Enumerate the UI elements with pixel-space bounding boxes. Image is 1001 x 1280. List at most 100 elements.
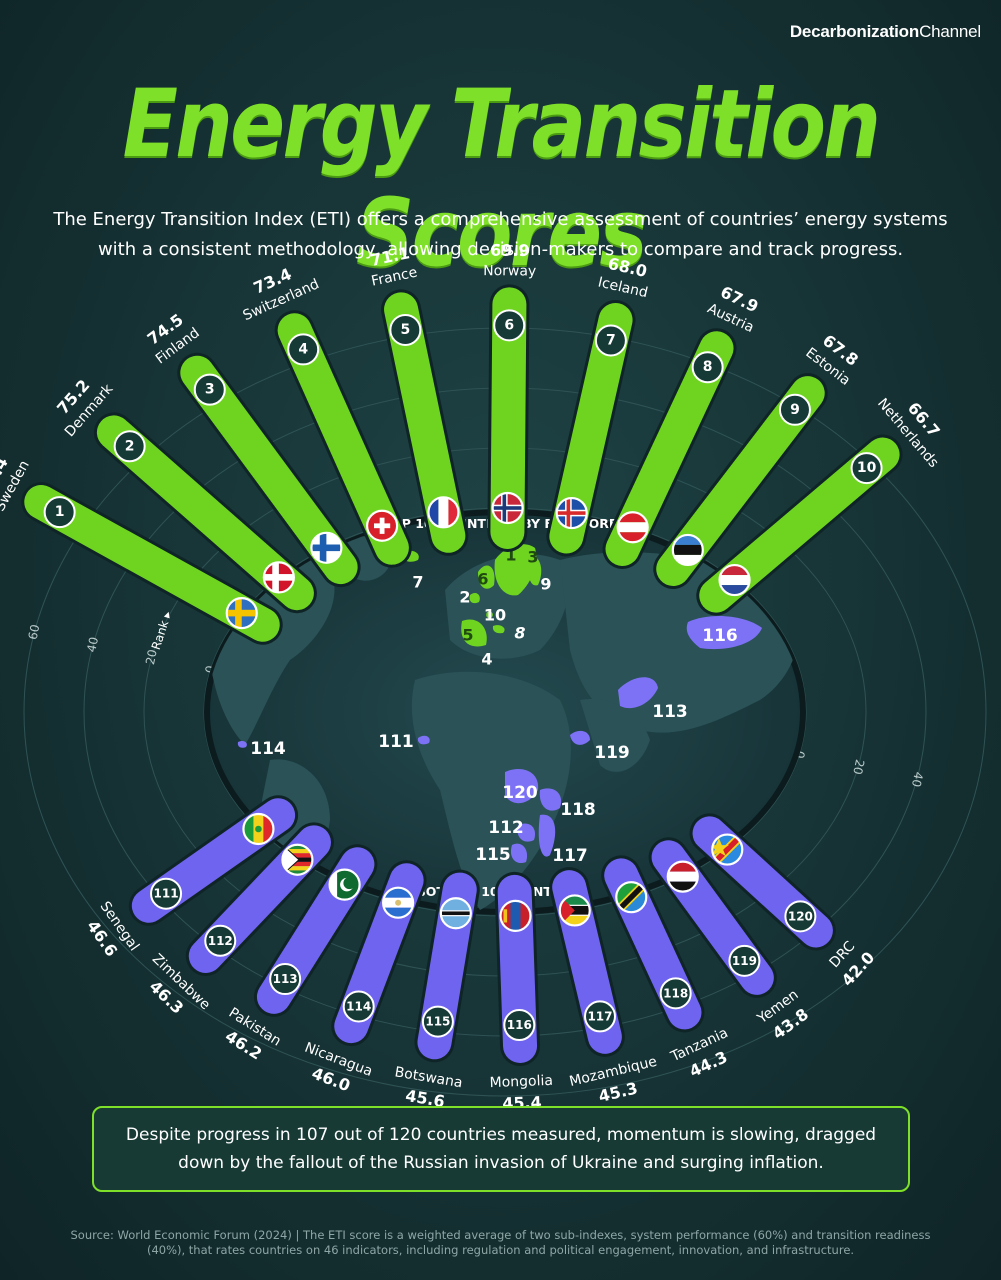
rank-label: 117 (587, 1009, 612, 1023)
zimbabwe-flag-icon (282, 844, 313, 875)
rank-label: 1 (55, 504, 65, 520)
estonia-flag-icon (672, 534, 703, 565)
rank-label: 6 (504, 317, 514, 333)
axis-tick-label: 40 (909, 771, 926, 789)
map-label: 114 (250, 739, 286, 759)
map-rank-labels: 1 2 3 45 6 7 8 9 10 111 112 113 114 115 116 117 118 119 12… (250, 546, 738, 867)
score-label: 69.9 (490, 241, 530, 260)
rank-badge (43, 496, 76, 529)
bar-norway: 6 Norway 69.9 (483, 241, 536, 553)
rank-badge (493, 309, 526, 342)
rank-label: 9 (790, 402, 800, 418)
top10-map-regions (401, 544, 542, 647)
country-label: Norway (483, 263, 536, 279)
rank-text: Rank ▸ (149, 609, 175, 651)
map-label: 119 (594, 743, 630, 763)
yemen-flag-icon (667, 861, 698, 892)
rank-label: 119 (732, 954, 757, 968)
map-label: 120 (502, 783, 538, 803)
map-label: 6 (477, 570, 488, 589)
axis-ticks: 0 20 40 60 0 20 40 (26, 623, 926, 788)
axis-tick-label: 20 (850, 758, 867, 776)
rank-label: 3 (205, 382, 215, 398)
rank-badge (113, 430, 146, 463)
rank-label: 2 (125, 438, 135, 454)
axis-tick-label: 60 (26, 623, 43, 641)
rank-label: 4 (298, 341, 308, 357)
rank-label: 112 (208, 934, 233, 948)
map-label: 116 (702, 626, 738, 646)
page-subtitle: The Energy Transition Index (ETI) offers… (53, 209, 948, 260)
map-label: 112 (488, 818, 524, 838)
rank-label: 115 (425, 1015, 450, 1029)
rank-axis-label: Rank ▸ (149, 609, 175, 651)
score-label: 45.3 (597, 1078, 640, 1106)
rank-badge (287, 333, 320, 366)
rank-badge (728, 944, 761, 977)
axis-tick-label: 0 (792, 749, 807, 759)
senegal-flag-icon (243, 814, 274, 845)
map-label: 113 (652, 702, 688, 722)
mozambique-flag-icon (559, 895, 590, 926)
rank-badge (342, 990, 375, 1023)
netherlands-flag-icon (719, 565, 750, 596)
rank-badge (204, 924, 237, 957)
rank-badge (778, 393, 811, 426)
rank-badge (193, 373, 226, 406)
rank-badge (784, 900, 817, 933)
bar-mark (96, 415, 314, 611)
axis-tick-label: 20 (143, 648, 160, 666)
map-label: 1 (505, 546, 516, 565)
rank-badge (150, 877, 183, 910)
map-label: 9 (540, 575, 551, 594)
bar-mark (24, 484, 280, 642)
rank-badge (503, 1009, 536, 1042)
rank-label: 10 (857, 460, 877, 476)
rank-badge (269, 963, 302, 996)
map-label: 118 (560, 800, 596, 820)
map-label: 2 (459, 588, 470, 607)
rank-badge (691, 351, 724, 384)
rank-label: 7 (606, 332, 616, 348)
note-text: Despite progress in 107 out of 120 count… (125, 1125, 877, 1173)
rank-badge (583, 1000, 616, 1033)
note-box: Despite progress in 107 out of 120 count… (92, 1106, 910, 1192)
map-label: 117 (552, 846, 588, 866)
rank-badge (594, 324, 627, 357)
rank-label: 8 (703, 359, 713, 375)
map-label: 111 (378, 732, 414, 752)
rank-label: 120 (788, 909, 813, 923)
bar-mark (180, 355, 358, 585)
rank-label: 118 (663, 986, 688, 1000)
rank-badge (850, 452, 883, 485)
brand-logo: DecarbonizationChannel (789, 22, 981, 41)
rank-badge (659, 977, 692, 1010)
map-label: 115 (475, 845, 511, 865)
page-title: Energy Transition Scores (122, 70, 881, 288)
axis-tick-label: 0 (202, 664, 217, 674)
austria-flag-icon (617, 512, 648, 543)
bottom10-map-regions (237, 616, 762, 864)
map-label: 3 (527, 548, 538, 567)
rank-label: 114 (346, 999, 371, 1013)
axis-tick-label: 40 (84, 636, 101, 654)
country-label: Mongolia (489, 1073, 553, 1091)
rank-label: 5 (400, 322, 410, 338)
map-label: 7 (412, 573, 423, 592)
map-label: 4 (481, 650, 492, 669)
france-flag-icon (428, 497, 459, 528)
rank-label: 113 (273, 972, 298, 986)
